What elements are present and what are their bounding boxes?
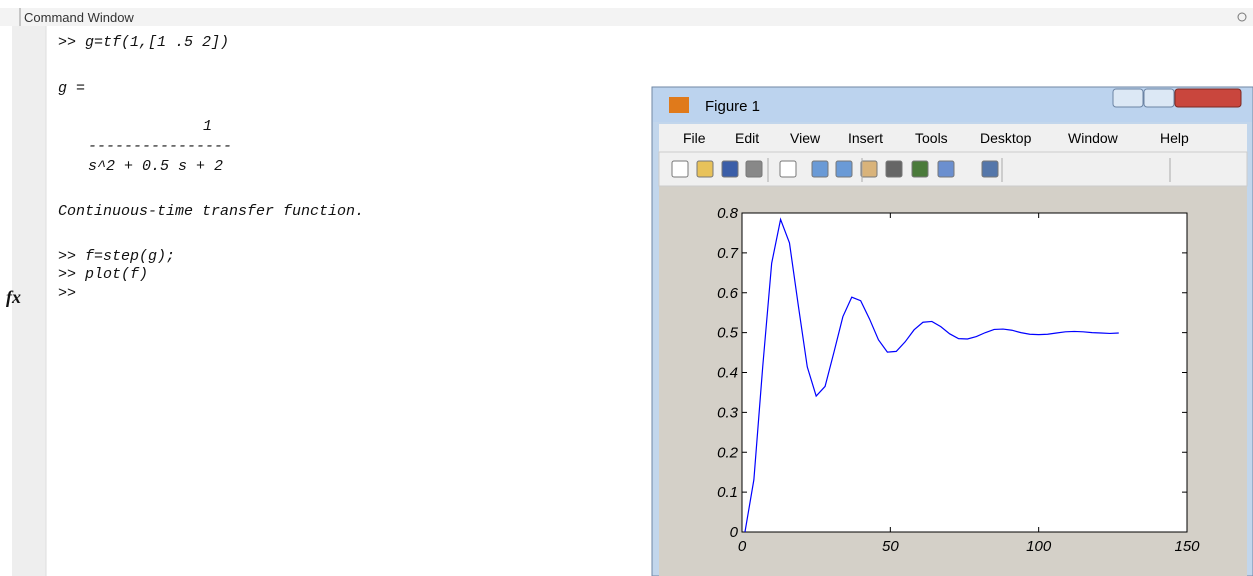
toolbar-button[interactable] bbox=[982, 161, 998, 177]
close-button[interactable] bbox=[1175, 89, 1241, 107]
command-line: >> plot(f) bbox=[58, 266, 148, 283]
toolbar-button[interactable] bbox=[722, 161, 738, 177]
command-line: >> f=step(g); bbox=[58, 248, 175, 265]
panel-title: Command Window bbox=[24, 10, 134, 25]
command-line: 1 bbox=[203, 118, 212, 135]
toolbar-button[interactable] bbox=[812, 161, 828, 177]
y-tick-label: 0.6 bbox=[717, 285, 739, 302]
command-line: >> g=tf(1,[1 .5 2]) bbox=[58, 34, 229, 51]
panel-header bbox=[0, 8, 1253, 26]
menu-item[interactable]: File bbox=[683, 130, 706, 146]
screen: Command Window fx Figure 1 >> g=tf(1,[1 … bbox=[0, 0, 1253, 576]
toolbar-button[interactable] bbox=[697, 161, 713, 177]
y-tick-label: 0.2 bbox=[717, 444, 739, 461]
y-tick-label: 0.5 bbox=[717, 325, 739, 342]
toolbar-button[interactable] bbox=[672, 161, 688, 177]
y-tick-label: 0.4 bbox=[717, 365, 738, 382]
toolbar-button[interactable] bbox=[912, 161, 928, 177]
y-tick-label: 0.3 bbox=[717, 404, 739, 421]
toolbar-button[interactable] bbox=[836, 161, 852, 177]
toolbar-button[interactable] bbox=[780, 161, 796, 177]
window-title: Figure 1 bbox=[705, 98, 760, 115]
y-tick-label: 0.8 bbox=[717, 205, 739, 222]
command-line: >> bbox=[58, 285, 76, 302]
command-line: g = bbox=[58, 80, 85, 97]
x-tick-label: 50 bbox=[882, 538, 899, 555]
y-tick-label: 0.7 bbox=[717, 245, 739, 262]
toolbar-button[interactable] bbox=[886, 161, 902, 177]
minimize-button[interactable] bbox=[1113, 89, 1143, 107]
toolbar-button[interactable] bbox=[746, 161, 762, 177]
command-line: s^2 + 0.5 s + 2 bbox=[88, 158, 223, 175]
menu-item[interactable]: Tools bbox=[915, 130, 948, 146]
matlab-icon bbox=[669, 97, 689, 113]
maximize-button[interactable] bbox=[1144, 89, 1174, 107]
menu-item[interactable]: Help bbox=[1160, 130, 1189, 146]
menu-item[interactable]: View bbox=[790, 130, 821, 146]
y-tick-label: 0.1 bbox=[717, 484, 738, 501]
menu-item[interactable]: Insert bbox=[848, 130, 883, 146]
x-tick-label: 100 bbox=[1026, 538, 1052, 555]
menu-item[interactable]: Edit bbox=[735, 130, 759, 146]
x-tick-label: 0 bbox=[738, 538, 747, 555]
command-line: Continuous-time transfer function. bbox=[58, 203, 364, 220]
menu-item[interactable]: Window bbox=[1068, 130, 1119, 146]
command-line: ---------------- bbox=[88, 138, 232, 155]
fx-icon[interactable]: fx bbox=[6, 287, 21, 307]
toolbar-button[interactable] bbox=[938, 161, 954, 177]
x-tick-label: 150 bbox=[1174, 538, 1200, 555]
toolbar-button[interactable] bbox=[861, 161, 877, 177]
menu-item[interactable]: Desktop bbox=[980, 130, 1032, 146]
